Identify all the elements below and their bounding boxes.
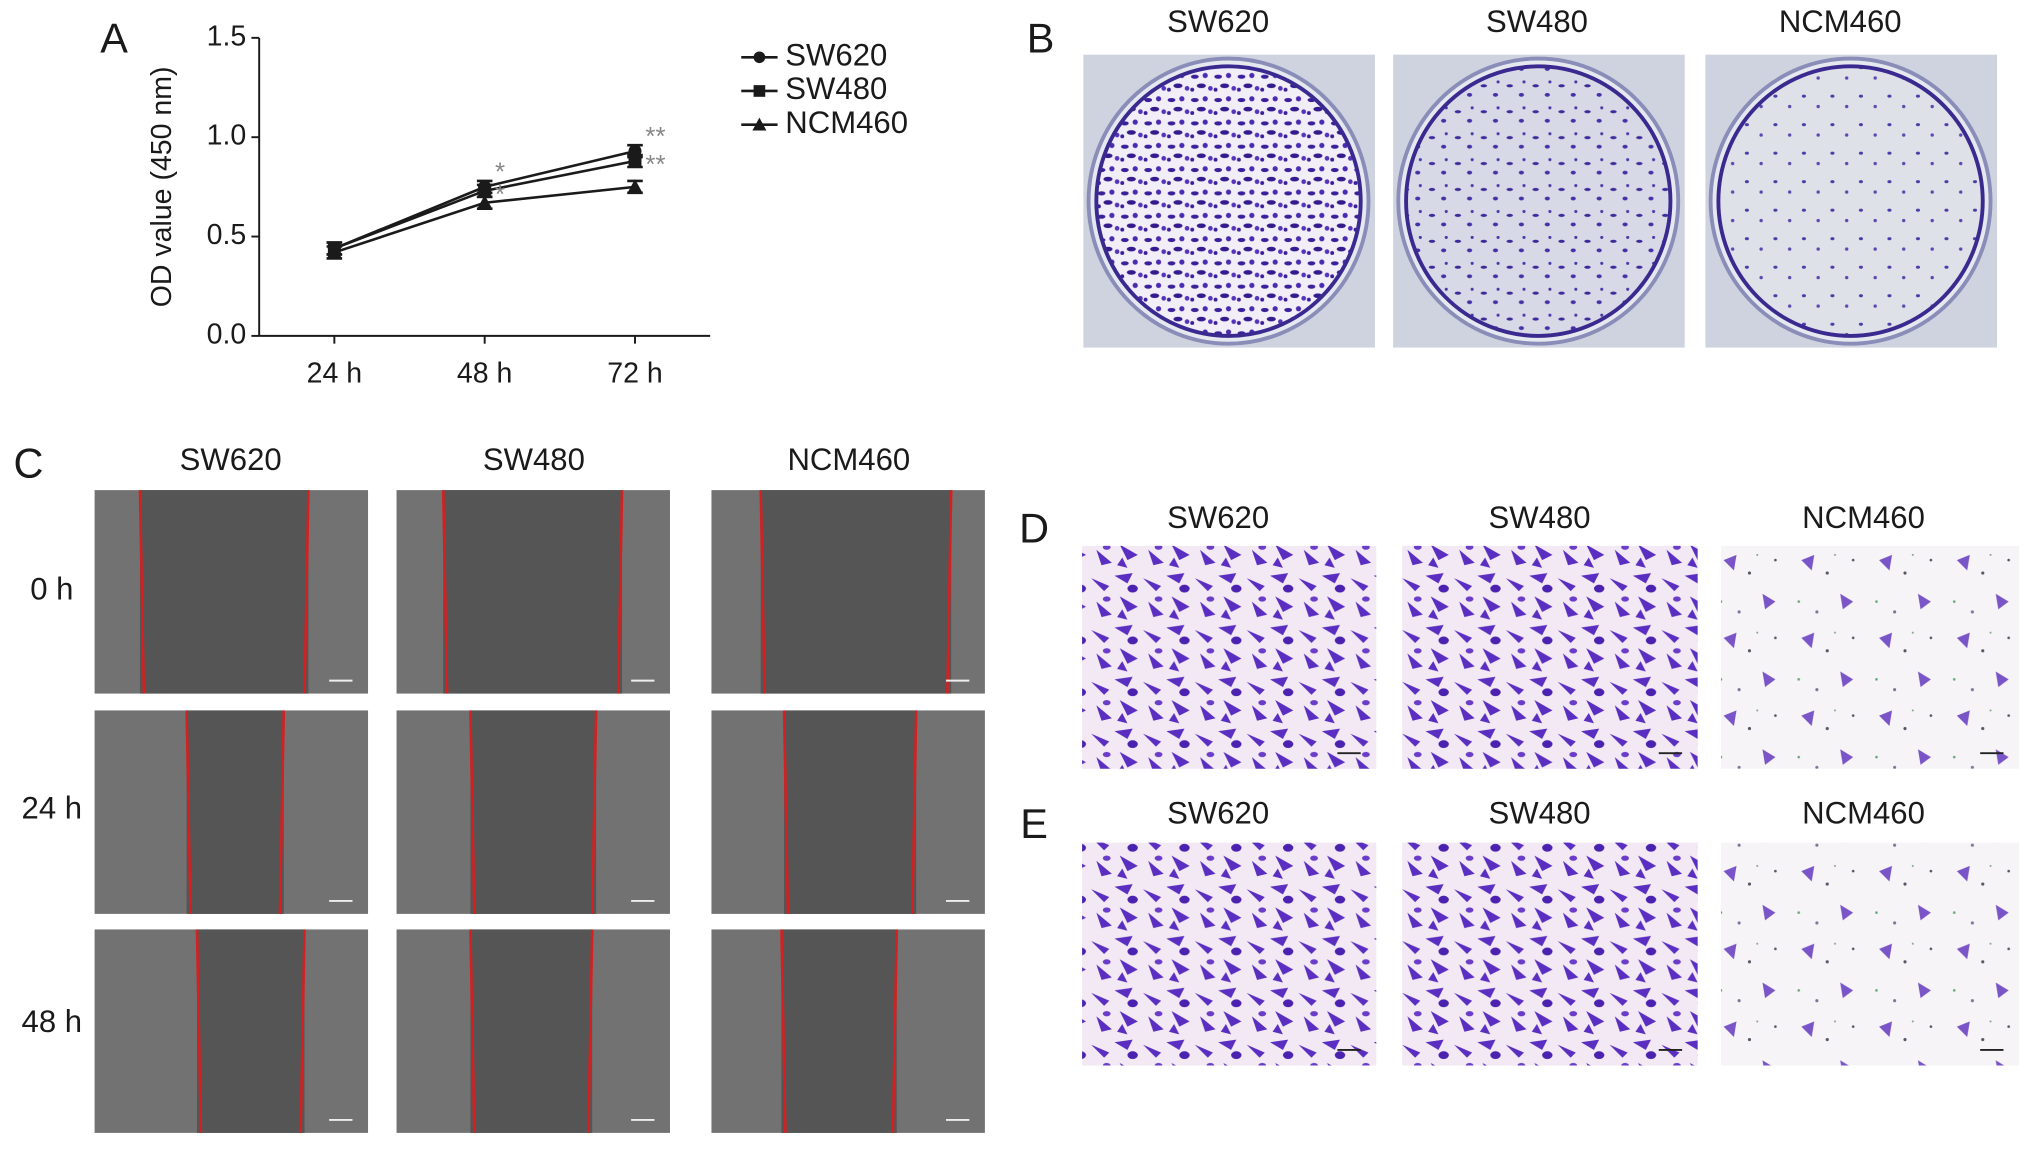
scratch-gap: [470, 929, 593, 1133]
row-label: 48 h: [22, 1004, 83, 1039]
scratch-gap: [139, 490, 309, 694]
scratch-edge: [278, 710, 286, 914]
scratch-edge: [946, 490, 953, 694]
marker: [628, 154, 642, 168]
y-tick-label: 0.0: [207, 318, 247, 350]
scratch-edge: [782, 710, 790, 914]
transwell-image: [1720, 545, 2020, 769]
scratch-edge: [469, 929, 476, 1133]
plate-cells: [1716, 64, 1985, 338]
column-label: SW480: [1486, 4, 1588, 39]
scratch-gap: [781, 929, 897, 1133]
plate-cells: [1404, 64, 1673, 338]
marker: [326, 244, 343, 259]
transwell-image: [1082, 545, 1377, 769]
x-tick-label: 24 h: [307, 357, 362, 389]
column-label: NCM460: [787, 442, 910, 477]
x-tick-label: 72 h: [607, 357, 662, 389]
scratch-edge: [195, 929, 203, 1133]
legend-label: SW620: [785, 37, 887, 72]
scratch-edge: [780, 929, 787, 1133]
transwell-image: [1402, 842, 1698, 1066]
y-tick-label: 1.0: [207, 120, 247, 152]
scratch-gap: [186, 710, 284, 914]
scratch-edge: [299, 929, 306, 1133]
column-label: SW480: [1489, 500, 1591, 535]
panel-label: A: [100, 15, 128, 62]
x-tick-label: 48 h: [457, 357, 512, 389]
scratch-edge: [185, 710, 192, 914]
legend-label: NCM460: [785, 105, 908, 140]
scratch-edge: [616, 490, 624, 694]
marker: [753, 51, 766, 64]
marker: [478, 184, 492, 198]
scratch-edge: [891, 929, 899, 1133]
panel-label: B: [1027, 15, 1055, 62]
column-label: SW620: [180, 442, 282, 477]
marker: [753, 85, 766, 97]
transwell-image: [1720, 842, 2020, 1066]
y-tick-label: 1.5: [207, 20, 247, 52]
row-label: 0 h: [30, 571, 73, 606]
scratch-gap: [443, 490, 623, 694]
panel-label: D: [1019, 505, 1049, 552]
transwell-image: [1082, 842, 1377, 1066]
scratch-gap: [760, 490, 952, 694]
row-label: 24 h: [22, 790, 83, 825]
column-label: SW620: [1167, 796, 1269, 831]
panel-label: E: [1020, 800, 1048, 847]
column-label: SW620: [1167, 500, 1269, 535]
y-axis-label: OD value (450 nm): [146, 66, 178, 307]
significance: *: [495, 159, 505, 187]
scratch-edge: [590, 710, 598, 914]
scratch-edge: [469, 710, 476, 914]
scratch-edge: [303, 490, 310, 694]
marker: [476, 194, 493, 210]
scratch-gap: [470, 710, 597, 914]
column-label: NCM460: [1779, 4, 1902, 39]
scratch-edge: [911, 710, 918, 914]
column-label: SW620: [1167, 4, 1269, 39]
scratch-edge: [441, 490, 449, 694]
scratch-edge: [759, 490, 766, 694]
transwell-image: [1402, 545, 1698, 769]
marker: [752, 117, 767, 131]
column-label: NCM460: [1802, 500, 1925, 535]
significance: *: [495, 181, 505, 209]
column-label: SW480: [483, 442, 585, 477]
panel-label: C: [14, 440, 44, 487]
marker: [627, 179, 643, 194]
scratch-edge: [138, 490, 146, 694]
y-tick-label: 0.5: [207, 219, 247, 251]
scratch-gap: [784, 710, 917, 914]
legend-label: SW480: [785, 71, 887, 106]
column-label: NCM460: [1802, 796, 1925, 831]
significance: **: [645, 151, 665, 179]
scratch-gap: [196, 929, 305, 1133]
significance: **: [645, 123, 665, 151]
scratch-edge: [587, 929, 594, 1133]
column-label: SW480: [1489, 796, 1591, 831]
plate-cells: [1094, 64, 1363, 338]
